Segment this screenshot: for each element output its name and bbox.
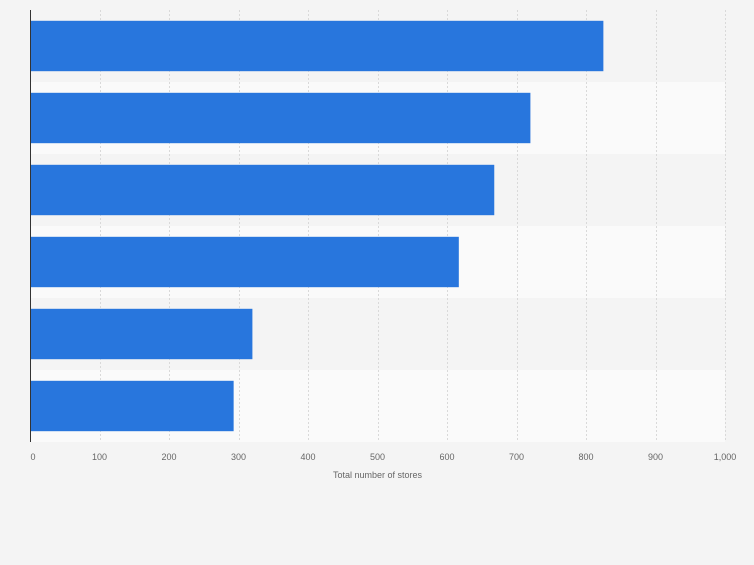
x-tick-label: 100	[92, 452, 107, 462]
bar	[30, 308, 253, 360]
x-tick-label: 0	[30, 452, 35, 462]
x-tick-label: 500	[370, 452, 385, 462]
x-tick-labels: 0 100 200 300 400 500 600 700 800 900 1,000	[30, 452, 736, 462]
bar	[30, 92, 531, 144]
x-tick-label: 800	[578, 452, 593, 462]
x-tick-label: 200	[161, 452, 176, 462]
x-tick-label: 1,000	[714, 452, 737, 462]
bars	[30, 20, 604, 432]
x-tick-label: 900	[648, 452, 663, 462]
x-tick-label: 400	[300, 452, 315, 462]
bar	[30, 20, 604, 72]
gridlines	[100, 10, 726, 442]
x-tick-label: 700	[509, 452, 524, 462]
x-axis-label: Total number of stores	[333, 470, 423, 480]
row-bands	[30, 10, 725, 442]
bar	[30, 236, 459, 288]
bar	[30, 164, 495, 216]
bar	[30, 380, 234, 432]
x-tick-label: 300	[231, 452, 246, 462]
x-tick-label: 600	[439, 452, 454, 462]
